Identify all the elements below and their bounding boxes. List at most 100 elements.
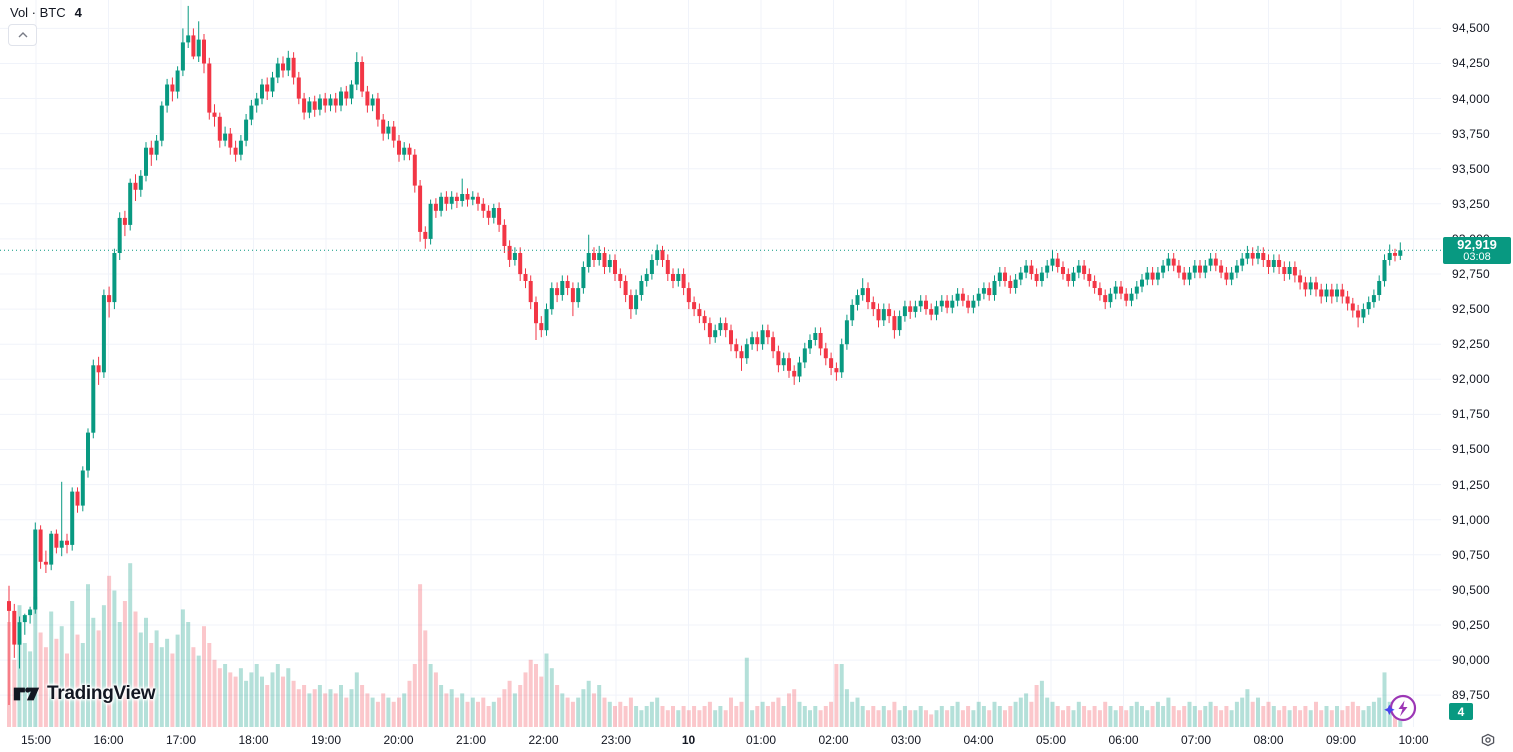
volume-bar	[1287, 710, 1292, 727]
volume-bar	[924, 710, 928, 727]
candle-body	[1103, 295, 1108, 303]
candle-body	[723, 323, 728, 331]
volume-bar	[1219, 710, 1224, 727]
volume-bar	[144, 617, 148, 727]
tradingview-watermark[interactable]: TradingView	[13, 682, 156, 706]
candle-body	[644, 274, 649, 281]
volume-bar	[112, 590, 117, 727]
candle-body	[892, 316, 897, 331]
volume-bar	[1124, 710, 1129, 727]
candle-body	[491, 208, 496, 218]
volume-bar	[91, 617, 96, 727]
candle-body	[1393, 253, 1397, 256]
candle-body	[1256, 253, 1260, 259]
price-axis[interactable]: 92,919 03:08 4 94,500 94,250 94,000 93,750 9…	[1441, 0, 1513, 728]
volume-bar	[323, 693, 328, 727]
candle-body	[186, 35, 191, 43]
candle-body	[576, 288, 581, 303]
candle-body	[660, 250, 665, 260]
last-price-badge: 92,919 03:08	[1443, 237, 1511, 264]
time-tick-label: 15:00	[20, 733, 52, 747]
volume-bar	[1377, 697, 1382, 727]
candle-body	[391, 126, 396, 141]
candle-body	[275, 63, 280, 78]
candle-body	[897, 316, 902, 331]
price-tick-label: 93,750	[1452, 127, 1490, 141]
candle-body	[1234, 265, 1239, 273]
candle-body	[639, 281, 644, 295]
candle-body	[454, 196, 459, 201]
candle-body	[1024, 265, 1029, 273]
volume-bar	[33, 596, 38, 727]
volume-bar	[881, 706, 886, 727]
volume-bar	[760, 701, 765, 727]
candle-body	[649, 260, 654, 274]
candle-body	[117, 217, 122, 253]
candle-body	[813, 333, 818, 340]
candle-body	[950, 300, 955, 308]
volume-bar	[992, 701, 997, 727]
volume-bar	[713, 710, 718, 727]
candle-body	[528, 281, 533, 303]
candle-body	[249, 105, 254, 120]
volume-bar	[966, 706, 971, 727]
volume-bar	[1097, 710, 1102, 727]
volume-bar	[592, 693, 596, 727]
candle-body	[1045, 265, 1050, 273]
volume-bar	[175, 634, 180, 727]
tradingview-logo-icon	[13, 687, 40, 701]
volume-bar	[528, 659, 533, 727]
volume-bar	[1324, 706, 1329, 727]
candle-body	[592, 253, 596, 260]
candle-body	[59, 540, 64, 548]
time-tick-label: 08:00	[1253, 733, 1284, 747]
candle-body	[739, 351, 744, 359]
volume-bar	[1187, 701, 1192, 727]
time-tick-label: 16:00	[93, 733, 124, 747]
candle-body	[497, 208, 502, 225]
candle-body	[1387, 253, 1392, 260]
volume-bar	[808, 710, 812, 727]
candle-body	[339, 91, 343, 106]
gear-icon[interactable]	[1479, 731, 1497, 749]
lightning-badge[interactable]	[1383, 693, 1417, 722]
time-tick-label: 18:00	[238, 733, 269, 747]
volume-bar	[228, 672, 233, 727]
price-tick-label: 93,500	[1452, 162, 1490, 176]
candle-body	[987, 288, 992, 296]
candle-body	[291, 57, 296, 78]
pane-collapse-button[interactable]	[8, 24, 37, 46]
indicator-legend[interactable]: Vol · BTC 4	[10, 5, 82, 20]
volume-bar	[1066, 706, 1071, 727]
candle-body	[465, 194, 470, 200]
candle-body	[1329, 289, 1334, 297]
candle-body	[91, 365, 96, 433]
time-tick-label: 10	[681, 733, 696, 747]
volume-bar	[65, 653, 69, 727]
candle-body	[507, 245, 512, 260]
candle-body	[1208, 258, 1213, 266]
candle-body	[602, 253, 607, 267]
volume-bar	[671, 706, 675, 727]
volume-bar	[1245, 689, 1250, 727]
candle-body	[407, 147, 412, 155]
bar-countdown: 03:08	[1463, 251, 1491, 263]
volume-bar	[850, 701, 855, 727]
volume-bar	[402, 693, 407, 727]
volume-bar	[739, 701, 744, 727]
candle-body	[939, 300, 944, 307]
candle-body	[270, 77, 275, 92]
volume-bar	[787, 693, 791, 727]
time-tick-label: 10:00	[1398, 733, 1429, 747]
volume-bar	[744, 657, 749, 727]
candle-body	[628, 295, 633, 310]
price-tick-label: 93,250	[1452, 197, 1490, 211]
volume-bar	[454, 697, 459, 727]
candle-body	[1229, 272, 1234, 280]
candle-body	[486, 210, 491, 218]
volume-bar	[149, 643, 154, 727]
time-axis[interactable]: 15:00 16:00 17:00 18:00 19:00 20:00 21:00 22:00…	[0, 728, 1513, 752]
chevron-up-icon	[18, 32, 27, 38]
candle-body	[17, 622, 22, 645]
